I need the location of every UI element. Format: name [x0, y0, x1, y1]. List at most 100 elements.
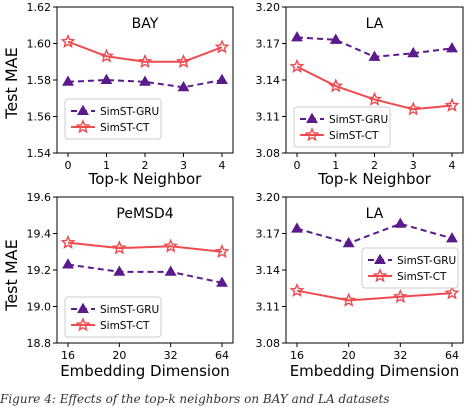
data-point-simst-ct [176, 53, 191, 69]
y-tick-label: 3.20 [256, 1, 281, 14]
legend-label: SimST-GRU [100, 106, 159, 118]
y-tick-label: 3.17 [256, 38, 281, 51]
y-axis-title-bottom: Test MAE [2, 239, 21, 311]
data-point-simst-gru [139, 75, 151, 86]
series-line-simst-ct [296, 289, 453, 302]
legend-box [64, 296, 162, 338]
series-line-simst-ct [67, 40, 223, 63]
data-point-simst-gru [446, 232, 458, 243]
data-point-simst-gru [446, 42, 458, 53]
plot-frame [56, 196, 234, 344]
data-point-simst-ct [328, 78, 344, 93]
x-axis-label: Top-k Neighbor [317, 170, 432, 188]
data-point-simst-gru [164, 265, 177, 276]
y-axis-title-top: Test MAE [2, 47, 21, 119]
x-tick-label: 4 [449, 159, 456, 172]
legend-label: SimST-CT [397, 271, 447, 283]
legend-box [361, 247, 459, 289]
x-tick-label: 2 [371, 159, 378, 172]
legend: SimST-GRU SimST-CT [293, 106, 391, 148]
legend-marker [77, 104, 89, 115]
x-tick-label: 4 [219, 159, 226, 172]
x-tick-label: 16 [290, 349, 304, 362]
x-tick-label: 32 [393, 349, 407, 362]
y-tick-label: 19.4 [27, 228, 52, 241]
y-tick-label: 3.17 [256, 228, 281, 241]
legend: SimST-GRU SimST-CT [64, 296, 162, 338]
data-point-simst-ct [341, 292, 357, 307]
data-point-simst-ct [289, 58, 305, 73]
legend-label: SimST-GRU [100, 304, 159, 316]
y-tick-label: 3.11 [256, 301, 281, 314]
x-axis-label: Embedding Dimension [60, 362, 230, 380]
data-point-simst-ct [289, 282, 305, 298]
series-line-simst-gru [296, 222, 453, 245]
data-point-simst-gru [329, 33, 342, 44]
panel-title: PeMSD4 [116, 206, 173, 222]
data-point-simst-gru [394, 217, 407, 228]
data-point-simst-ct [137, 53, 153, 69]
x-tick-label: 1 [103, 159, 110, 172]
series-line-simst-gru [67, 263, 223, 284]
x-tick-label: 0 [294, 159, 301, 172]
legend-marker [304, 127, 320, 142]
data-point-simst-ct [214, 39, 230, 54]
legend: SimST-GRU SimST-CT [64, 98, 162, 140]
data-point-simst-gru [216, 276, 228, 287]
data-point-simst-ct [214, 243, 230, 259]
x-tick-label: 20 [112, 349, 126, 362]
y-tick-label: 3.08 [256, 147, 281, 160]
legend: SimST-GRU SimST-CT [361, 247, 459, 289]
data-point-simst-gru [291, 222, 303, 233]
legend-label: SimST-GRU [397, 255, 456, 267]
y-tick-label: 3.20 [256, 191, 281, 204]
y-tick-label: 1.60 [27, 38, 52, 51]
y-tick-label: 1.54 [27, 147, 52, 160]
x-tick-label: 64 [445, 349, 459, 362]
legend-box [293, 106, 391, 148]
x-axis-label: Top-k Neighbor [88, 170, 203, 188]
chart-panel-4: 3.08 3.11 3.14 3.17 3.20 16 20 32 64 LA Embedding … [256, 191, 464, 380]
y-tick-label: 19.6 [27, 191, 52, 204]
data-point-simst-gru [113, 265, 126, 276]
plot-frame [56, 6, 234, 154]
legend-marker [372, 268, 388, 283]
data-point-simst-ct [60, 33, 76, 49]
chart-panel-3: 18.8 19.0 19.2 19.4 19.6 16 20 32 64 PeMSD4 Embedd… [27, 191, 234, 380]
y-tick-label: 3.14 [256, 74, 281, 87]
y-tick-label: 19.2 [27, 264, 52, 277]
legend-marker [306, 112, 318, 123]
data-point-simst-gru [342, 236, 355, 248]
y-tick-label: 1.56 [27, 111, 52, 124]
legend-marker [75, 317, 91, 332]
data-point-simst-ct [444, 97, 460, 112]
y-tick-label: 3.11 [256, 111, 281, 124]
y-tick-label: 1.62 [27, 1, 52, 14]
data-point-simst-gru [62, 258, 74, 269]
data-point-simst-gru [407, 46, 420, 58]
x-tick-label: 32 [164, 349, 178, 362]
y-tick-label: 3.14 [256, 264, 281, 277]
plot-frame [285, 196, 464, 344]
legend-label: SimST-CT [100, 122, 150, 134]
x-axis-label: Embedding Dimension [290, 362, 460, 380]
x-tick-label: 2 [142, 159, 149, 172]
data-point-simst-gru [177, 80, 190, 92]
series-line-simst-gru [67, 78, 223, 89]
data-point-simst-ct [111, 240, 127, 255]
data-point-simst-ct [60, 234, 76, 249]
figure: Test MAE Test MAE 1.54 1.56 1.58 1.60 1.62 0 1… [2, 1, 464, 380]
y-tick-label: 1.58 [27, 74, 52, 87]
x-tick-label: 64 [215, 349, 229, 362]
data-point-simst-gru [368, 50, 381, 61]
data-point-simst-ct [405, 101, 421, 116]
data-point-simst-gru [291, 31, 303, 42]
x-tick-label: 3 [180, 159, 187, 172]
legend-label: SimST-CT [100, 320, 150, 332]
panel-title: BAY [132, 16, 159, 32]
data-point-simst-ct [444, 285, 460, 300]
legend-marker [374, 253, 386, 264]
x-tick-label: 3 [410, 159, 417, 172]
figure-caption: Figure 4: Effects of the top-k neighbors… [0, 392, 390, 406]
panel-title: LA [366, 206, 384, 222]
